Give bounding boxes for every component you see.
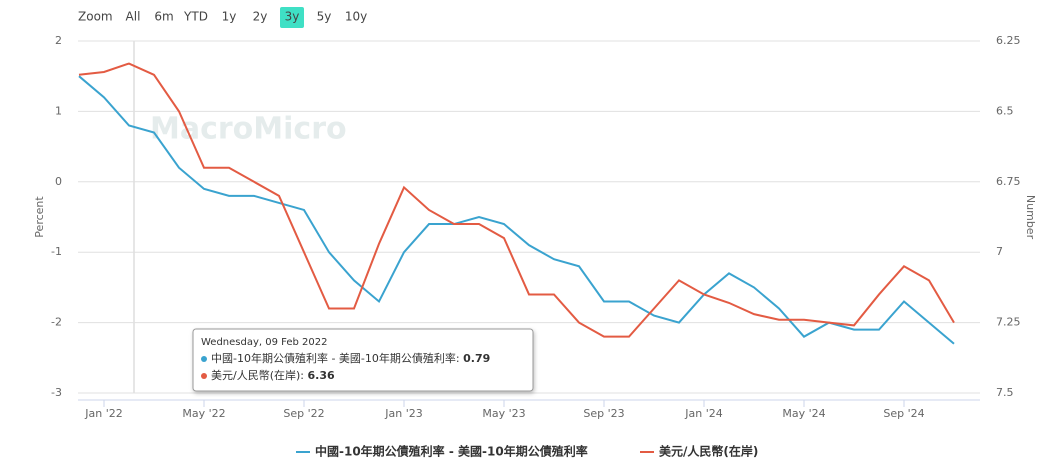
y2-tick-label: 7 <box>996 245 1003 258</box>
zoom-button[interactable]: 1y <box>222 10 237 24</box>
y-tick-label: 0 <box>55 175 62 188</box>
watermark: MacroMicro <box>150 112 347 147</box>
y2-axis-title: Number <box>1024 195 1037 240</box>
tooltip-dot <box>201 356 207 362</box>
y2-tick-label: 6.25 <box>996 34 1021 47</box>
tooltip-value: 6.36 <box>308 369 335 382</box>
x-tick-label: Sep '23 <box>583 407 624 420</box>
zoom-button[interactable]: 5y <box>317 10 332 24</box>
y2-tick-label: 7.5 <box>996 386 1014 399</box>
zoom-button-bg <box>280 7 304 28</box>
tooltip-name: 中國-10年期公債殖利率 - 美國-10年期公債殖利率 <box>211 351 456 365</box>
zoom-button[interactable]: 6m <box>154 10 173 24</box>
tooltip-box <box>192 328 534 392</box>
y-tick-label: 2 <box>55 34 62 47</box>
zoom-button[interactable]: 2y <box>253 10 268 24</box>
tooltip-value: 0.79 <box>463 352 490 365</box>
x-tick-label: Jan '24 <box>684 407 722 420</box>
x-tick-label: Jan '22 <box>84 407 122 420</box>
legend-label[interactable]: 中國-10年期公債殖利率 - 美國-10年期公債殖利率 <box>315 444 588 459</box>
tooltip-dot <box>201 373 207 379</box>
x-tick-label: Sep '22 <box>283 407 324 420</box>
zoom-button[interactable]: All <box>126 10 141 24</box>
x-tick-label: Jan '23 <box>384 407 422 420</box>
y-tick-label: -1 <box>51 245 62 258</box>
y-axis-title: Percent <box>33 196 46 238</box>
tooltip-item: 美元/人民幣(在岸): 6.36 <box>211 369 335 382</box>
y2-tick-label: 6.5 <box>996 104 1014 117</box>
x-tick-label: Sep '24 <box>883 407 924 420</box>
y-tick-label: -2 <box>51 316 62 329</box>
tooltip-name: 美元/人民幣(在岸) <box>211 369 300 382</box>
zoom-button[interactable]: 3y <box>285 10 300 24</box>
y2-tick-label: 6.75 <box>996 175 1021 188</box>
x-tick-label: May '22 <box>182 407 225 420</box>
tooltip-item: 中國-10年期公債殖利率 - 美國-10年期公債殖利率: 0.79 <box>211 351 490 365</box>
zoom-label: Zoom <box>78 10 113 24</box>
zoom-button[interactable]: 10y <box>345 10 367 24</box>
y-tick-label: -3 <box>51 386 62 399</box>
series-line <box>78 75 955 345</box>
y-tick-label: 1 <box>55 104 62 117</box>
x-tick-label: May '23 <box>482 407 525 420</box>
y2-tick-label: 7.25 <box>996 316 1021 329</box>
series-line <box>78 62 955 338</box>
legend-label[interactable]: 美元/人民幣(在岸) <box>659 444 758 459</box>
x-tick-label: May '24 <box>782 407 825 420</box>
tooltip-date: Wednesday, 09 Feb 2022 <box>201 337 328 348</box>
zoom-button[interactable]: YTD <box>183 10 208 24</box>
